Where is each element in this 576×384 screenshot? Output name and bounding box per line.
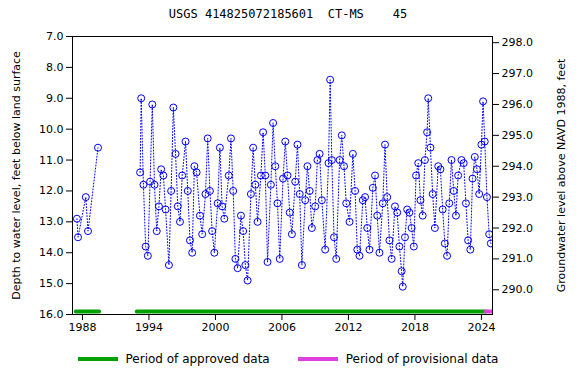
- svg-text:13.0: 13.0: [39, 215, 64, 228]
- svg-text:298.0: 298.0: [502, 36, 534, 49]
- html-text:Period of provisional data: Period of provisional data: [345, 352, 499, 366]
- svg-text:1994: 1994: [135, 321, 163, 334]
- svg-text:8.0: 8.0: [46, 61, 64, 74]
- svg-text:296.0: 296.0: [502, 98, 534, 111]
- svg-text:2012: 2012: [334, 321, 362, 334]
- svg-text:Depth to water level, feet bel: Depth to water level, feet below land su…: [10, 51, 23, 300]
- html-text:Period of approved data: Period of approved data: [125, 352, 270, 366]
- svg-text:12.0: 12.0: [39, 184, 64, 197]
- svg-text:11.0: 11.0: [39, 154, 64, 167]
- svg-text:293.0: 293.0: [502, 191, 534, 204]
- svg-text:291.0: 291.0: [502, 252, 534, 265]
- svg-text:2024: 2024: [467, 321, 495, 334]
- svg-text:295.0: 295.0: [502, 129, 534, 142]
- svg-text:294.0: 294.0: [502, 160, 534, 173]
- svg-text:Groundwater level above NAVD 1: Groundwater level above NAVD 1988, feet: [555, 58, 568, 292]
- svg-text:9.0: 9.0: [46, 92, 64, 105]
- svg-text:1988: 1988: [68, 321, 96, 334]
- svg-text:290.0: 290.0: [502, 283, 534, 296]
- html-text:USGS 414825072185601 CT-MS 45: USGS 414825072185601 CT-MS 45: [168, 7, 408, 21]
- svg-text:15.0: 15.0: [39, 277, 64, 290]
- svg-text:2018: 2018: [401, 321, 429, 334]
- svg-text:14.0: 14.0: [39, 246, 64, 259]
- svg-text:2000: 2000: [201, 321, 229, 334]
- svg-text:7.0: 7.0: [46, 30, 64, 43]
- svg-text:2006: 2006: [268, 321, 296, 334]
- svg-text:292.0: 292.0: [502, 222, 534, 235]
- svg-text:16.0: 16.0: [39, 308, 64, 321]
- svg-text:10.0: 10.0: [39, 123, 64, 136]
- svg-text:297.0: 297.0: [502, 67, 534, 80]
